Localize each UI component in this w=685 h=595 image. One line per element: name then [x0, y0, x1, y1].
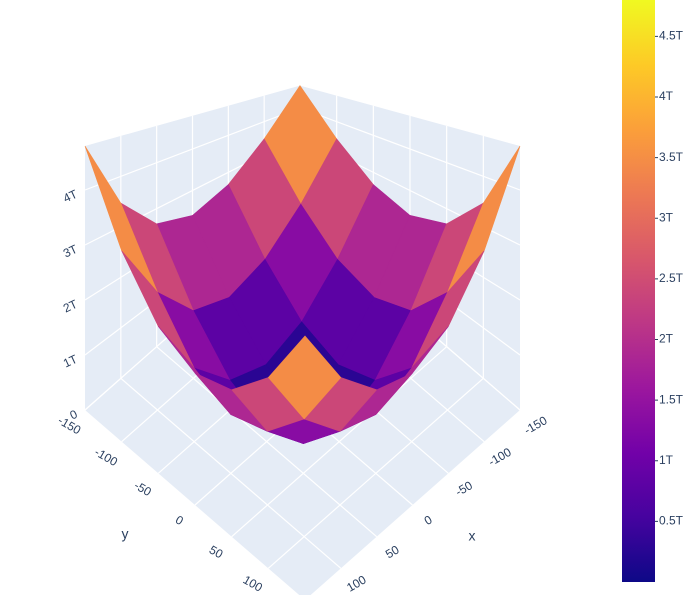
x-tick-label: -100	[486, 445, 514, 469]
y-tick-label: 100	[241, 573, 266, 595]
y-tick-label: -100	[92, 445, 120, 469]
x-tick-label: 50	[383, 542, 402, 561]
colorbar-tick-label: 1T	[659, 453, 674, 467]
y-tick-label: -150	[56, 413, 84, 437]
y-grid-line	[231, 346, 448, 538]
colorbar-tick-label: 4T	[659, 89, 674, 103]
scene	[84, 85, 521, 595]
colorbar-tick-label: 0.5T	[659, 514, 684, 528]
colorbar-tick-label: 1.5T	[659, 392, 684, 406]
y-tick-label: -50	[132, 478, 154, 499]
colorbar-tick-label: 2.5T	[659, 271, 684, 285]
colorbar	[622, 0, 655, 582]
y-tick-label: 50	[207, 543, 226, 562]
x-tick-label: 0	[422, 512, 435, 528]
y-tick-label: 0	[173, 513, 186, 529]
x-tick-label: -150	[522, 413, 550, 437]
colorbar-tick-label: 3.5T	[659, 150, 684, 164]
x-axis-title: x	[469, 528, 476, 544]
z-grid-line	[84, 107, 301, 191]
y-axis-title: y	[122, 526, 129, 542]
colorbar-tick-label: 2T	[659, 332, 674, 346]
z-grid-line	[299, 107, 521, 191]
z-tick-label: 1T	[61, 352, 80, 371]
z-tick-label: 2T	[61, 297, 80, 316]
colorbar-tick-label: 3T	[659, 210, 674, 224]
colorbar-tick-label: 4.5T	[659, 29, 684, 43]
y-grid-line	[267, 377, 484, 569]
z-tick-label: 4T	[61, 187, 80, 206]
z-axis-title: z	[0, 309, 1, 325]
z-tick-label: 3T	[61, 242, 80, 261]
x-tick-label: 100	[344, 572, 369, 594]
x-tick-label: -50	[453, 478, 475, 499]
surface-patch	[267, 335, 342, 420]
